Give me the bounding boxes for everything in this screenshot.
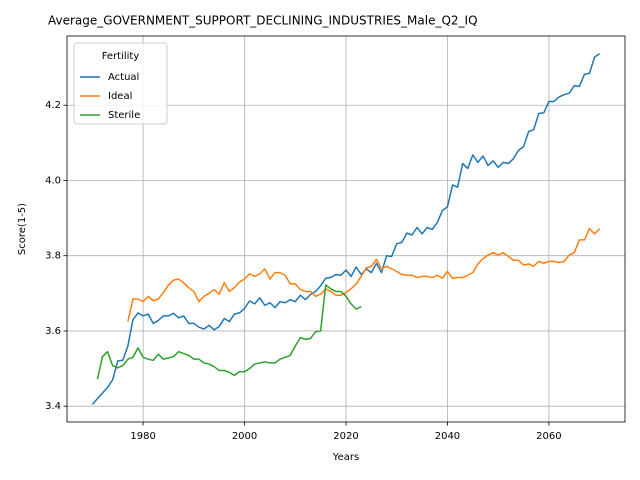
x-tick-label: 2060 [536,431,561,442]
y-tick-label: 4.0 [45,175,61,186]
x-tick-label: 1980 [130,431,155,442]
legend-label: Actual [108,72,139,83]
y-tick-label: 4.2 [45,100,61,111]
legend: Fertility Actual Ideal Sterile [73,42,168,125]
series-line [91,53,601,405]
x-tick-label: 2040 [435,431,460,442]
chart-title: Average_GOVERNMENT_SUPPORT_DECLINING_IND… [48,14,478,28]
x-tick-label: 2020 [333,431,358,442]
series-line [96,284,362,380]
y-tick-label: 3.6 [45,326,61,337]
axes-frame [66,35,626,423]
legend-label: Ideal [108,91,132,102]
y-tick-label: 3.8 [45,251,61,262]
series-line [127,227,601,322]
y-tick-label: 3.4 [45,401,61,412]
legend-title: Fertility [102,51,140,62]
legend-label: Sterile [108,110,140,121]
x-axis-label: Years [332,452,359,463]
x-tick-label: 2000 [232,431,257,442]
y-axis-label: Score(1-5) [17,203,28,255]
legend-box [73,42,168,125]
